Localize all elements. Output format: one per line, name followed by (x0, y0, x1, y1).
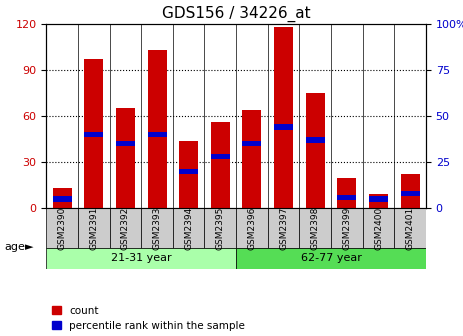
Bar (243, 110, 262, 208)
Bar (400, 174, 419, 208)
Bar (306, 93, 325, 208)
Bar (173, 208, 205, 248)
Bar (46, 208, 78, 248)
Bar (274, 27, 293, 208)
Bar (211, 122, 230, 208)
Bar (148, 50, 167, 208)
Bar (141, 208, 173, 248)
Bar (53, 188, 72, 208)
Bar (53, 196, 72, 202)
Text: GSM2400: GSM2400 (374, 206, 383, 250)
Text: 21-31 year: 21-31 year (111, 253, 171, 263)
Text: GSM2394: GSM2394 (184, 206, 193, 250)
Text: GSM2393: GSM2393 (152, 206, 162, 250)
Bar (179, 140, 198, 208)
Text: GSM2392: GSM2392 (121, 206, 130, 250)
Bar (363, 208, 394, 248)
Bar (274, 124, 293, 130)
Bar (338, 195, 357, 200)
Text: GSM2390: GSM2390 (57, 206, 67, 250)
Text: GSM2395: GSM2395 (216, 206, 225, 250)
Bar (394, 208, 426, 248)
Bar (116, 141, 135, 146)
Text: GSM2397: GSM2397 (279, 206, 288, 250)
Bar (84, 59, 103, 208)
Bar (306, 137, 325, 143)
Bar (148, 132, 167, 137)
Bar (369, 196, 388, 202)
Bar (243, 141, 262, 146)
Bar (338, 177, 357, 208)
Bar (46, 248, 236, 269)
Bar (116, 108, 135, 208)
Bar (369, 195, 388, 208)
Bar (84, 132, 103, 137)
Bar (211, 154, 230, 159)
Text: GSM2396: GSM2396 (247, 206, 257, 250)
Text: GSM2399: GSM2399 (342, 206, 351, 250)
Bar (78, 208, 110, 248)
Legend: count, percentile rank within the sample: count, percentile rank within the sample (51, 305, 245, 331)
Text: GSM2401: GSM2401 (406, 206, 415, 250)
Bar (179, 169, 198, 174)
Bar (400, 191, 419, 196)
Title: GDS156 / 34226_at: GDS156 / 34226_at (162, 6, 311, 22)
Text: age: age (5, 242, 25, 252)
Text: 62-77 year: 62-77 year (300, 253, 362, 263)
Bar (300, 208, 331, 248)
Bar (205, 208, 236, 248)
Bar (236, 248, 426, 269)
Bar (110, 208, 141, 248)
Text: ►: ► (25, 242, 34, 252)
Bar (331, 208, 363, 248)
Text: GSM2398: GSM2398 (311, 206, 320, 250)
Bar (268, 208, 300, 248)
Text: GSM2391: GSM2391 (89, 206, 98, 250)
Bar (236, 208, 268, 248)
